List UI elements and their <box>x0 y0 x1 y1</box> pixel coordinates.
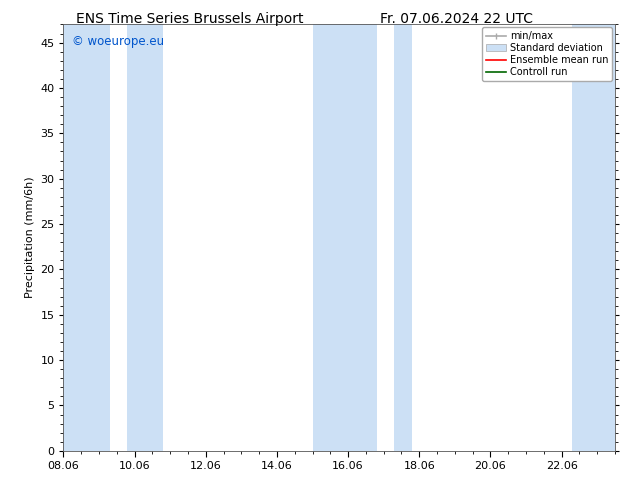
Bar <box>63 24 110 451</box>
Text: © woeurope.eu: © woeurope.eu <box>72 35 164 48</box>
Text: ENS Time Series Brussels Airport: ENS Time Series Brussels Airport <box>77 12 304 26</box>
Y-axis label: Precipitation (mm/6h): Precipitation (mm/6h) <box>25 177 35 298</box>
Bar <box>127 24 163 451</box>
Bar <box>313 24 377 451</box>
Bar <box>394 24 412 451</box>
Legend: min/max, Standard deviation, Ensemble mean run, Controll run: min/max, Standard deviation, Ensemble me… <box>482 27 612 81</box>
Bar <box>573 24 615 451</box>
Text: Fr. 07.06.2024 22 UTC: Fr. 07.06.2024 22 UTC <box>380 12 533 26</box>
